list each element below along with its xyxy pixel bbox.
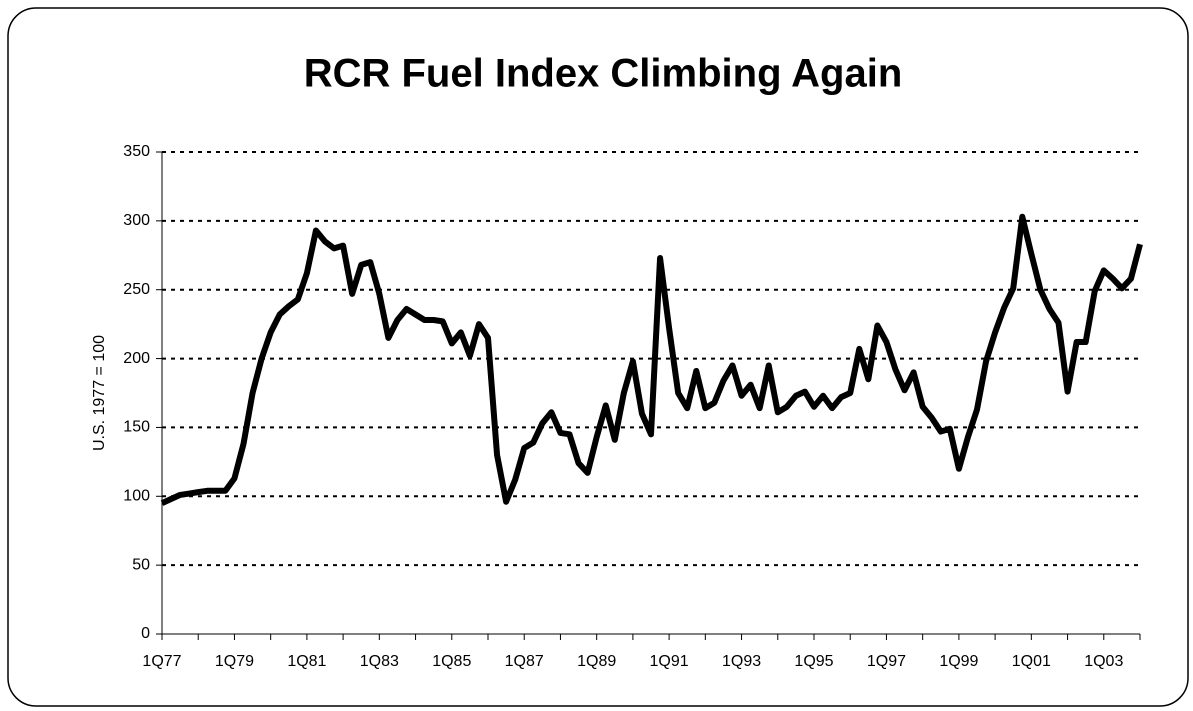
x-tick-label: 1Q95 bbox=[794, 653, 833, 670]
y-tick-label: 50 bbox=[132, 556, 150, 573]
x-tick-label: 1Q99 bbox=[939, 653, 978, 670]
x-tick-label: 1Q85 bbox=[432, 653, 471, 670]
x-tick-label: 1Q79 bbox=[215, 653, 254, 670]
x-tick-label: 1Q83 bbox=[360, 653, 399, 670]
chart-frame bbox=[7, 7, 1189, 707]
y-tick-label: 150 bbox=[123, 419, 150, 436]
y-axis-title: U.S. 1977 = 100 bbox=[91, 335, 108, 451]
x-tick-label: 1Q93 bbox=[722, 653, 761, 670]
x-tick-label: 1Q91 bbox=[650, 653, 689, 670]
x-tick-label: 1Q97 bbox=[867, 653, 906, 670]
y-tick-label: 300 bbox=[123, 212, 150, 229]
y-tick-label: 250 bbox=[123, 281, 150, 298]
y-tick-label: 350 bbox=[123, 143, 150, 160]
y-tick-label: 200 bbox=[123, 350, 150, 367]
x-tick-label: 1Q87 bbox=[505, 653, 544, 670]
x-tick-label: 1Q81 bbox=[287, 653, 326, 670]
x-tick-label: 1Q03 bbox=[1084, 653, 1123, 670]
y-tick-label: 0 bbox=[141, 625, 150, 642]
x-tick-label: 1Q01 bbox=[1012, 653, 1051, 670]
x-tick-label: 1Q77 bbox=[142, 653, 181, 670]
chart-title: RCR Fuel Index Climbing Again bbox=[304, 52, 903, 96]
y-tick-label: 100 bbox=[123, 488, 150, 505]
x-tick-label: 1Q89 bbox=[577, 653, 616, 670]
data-line bbox=[160, 213, 1143, 506]
